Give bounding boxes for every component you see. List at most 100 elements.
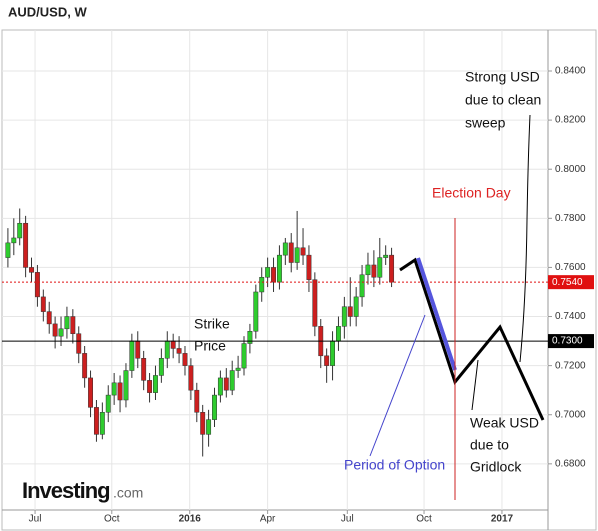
candle-body [58, 328, 64, 337]
candle-body [123, 370, 129, 401]
candle-body [158, 358, 164, 376]
candle-body [23, 222, 29, 268]
annotation: due to [470, 437, 509, 453]
candle-body [206, 419, 212, 435]
candle-body [29, 267, 34, 273]
logo-suffix: .com [113, 485, 143, 501]
candle-body [129, 340, 135, 371]
option-period-line [416, 257, 457, 371]
annotation: Strong USD [465, 69, 540, 85]
candle-body [135, 340, 141, 359]
candle-body [52, 323, 58, 337]
price-tag-label: 0.7540 [552, 277, 583, 288]
candle-body [40, 296, 46, 312]
candle-body [300, 247, 306, 256]
candle-body [82, 353, 88, 379]
x-tick-label: 2016 [179, 514, 202, 525]
candle-body [330, 340, 336, 366]
y-tick-label: 0.8400 [555, 66, 586, 77]
candle-body [212, 394, 217, 420]
chart-title: AUD/USD, W [8, 4, 87, 19]
candle-body [105, 394, 111, 413]
candle-body [265, 267, 271, 278]
y-tick-label: 0.7800 [555, 213, 586, 224]
price-tag [548, 275, 594, 290]
candle-body [276, 254, 282, 283]
annotation: Period of Option [344, 457, 445, 473]
price-tag-label: 0.7300 [552, 336, 583, 347]
candle-body [5, 242, 11, 258]
reference-lines: 0.7540 0.7300 [2, 275, 594, 349]
y-tick-label: 0.7600 [555, 262, 586, 273]
candle-body [336, 326, 341, 342]
candle-body [46, 311, 52, 325]
y-tick-label: 0.6800 [555, 458, 586, 469]
frame [1, 29, 597, 531]
candle-body [241, 343, 247, 369]
candle-body [34, 272, 40, 298]
strong-usd-line [519, 114, 531, 363]
y-tick-label: 0.7400 [555, 311, 586, 322]
candle-body [99, 412, 105, 435]
candle-body [217, 377, 223, 396]
x-tick-label: Oct [416, 514, 432, 525]
candle-body [389, 254, 395, 283]
candle-body [341, 306, 347, 327]
weak-usd-pointer [471, 359, 479, 411]
x-tick-label: Apr [260, 514, 276, 525]
y-tick-label: 0.8000 [555, 164, 586, 175]
candle-body [229, 370, 235, 391]
candle-body [64, 316, 70, 330]
candle-body [282, 242, 288, 256]
candle-body [359, 274, 365, 298]
candle-body [200, 412, 206, 435]
candle-body [117, 382, 123, 401]
candle-body [365, 264, 371, 276]
annotation: due to clean [465, 92, 541, 108]
candle-body [259, 276, 265, 293]
price-tag [548, 334, 594, 349]
candle-body [371, 264, 377, 278]
candle-body [324, 355, 330, 366]
annotation: Price [194, 338, 226, 354]
candle-body [176, 348, 182, 354]
annotation: sweep [465, 115, 506, 131]
period-pointer [369, 314, 426, 457]
candle-body [353, 296, 359, 317]
candle-body [377, 257, 383, 278]
candle-body [271, 267, 276, 283]
candle-body [306, 254, 312, 280]
candles [5, 208, 395, 457]
candle-body [288, 242, 294, 263]
candle-body [141, 358, 147, 381]
x-tick-label: Jul [29, 514, 42, 525]
candle-body [253, 291, 259, 332]
x-tick-label: 2017 [491, 514, 514, 525]
candle-body [93, 407, 99, 435]
candle-body [235, 367, 241, 371]
candle-body [223, 377, 229, 391]
logo: Investing [22, 478, 110, 503]
y-tick-label: 0.7000 [555, 409, 586, 420]
candle-body [153, 375, 158, 393]
candle-body [164, 340, 170, 359]
candle-body [247, 331, 253, 344]
candle-body [76, 333, 82, 354]
candle-body [111, 382, 117, 396]
annotation: Election Day [432, 185, 511, 201]
annotation: Gridlock [470, 459, 522, 475]
candle-body [147, 380, 153, 393]
annotation: Strike [194, 316, 230, 332]
candle-body [194, 389, 200, 413]
annotation: Weak USD [470, 415, 539, 431]
candle-body [312, 279, 318, 327]
candle-body [347, 306, 353, 317]
candle-body [383, 254, 389, 258]
candle-body [88, 377, 93, 408]
candle-body [294, 247, 300, 263]
candle-body [11, 237, 17, 244]
candle-body [70, 316, 76, 334]
y-tick-label: 0.8200 [555, 115, 586, 126]
x-tick-label: Jul [341, 514, 354, 525]
